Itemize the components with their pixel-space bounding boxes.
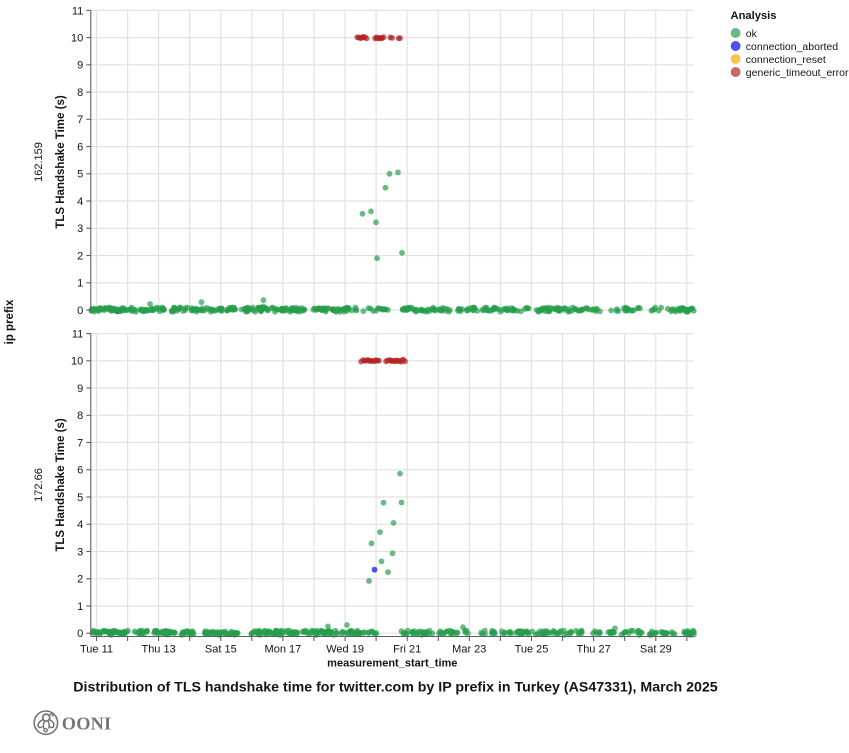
svg-text:11: 11 [72, 329, 83, 341]
svg-text:9: 9 [77, 383, 83, 395]
svg-text:6: 6 [77, 142, 83, 154]
svg-text:8: 8 [77, 87, 83, 99]
svg-text:4: 4 [77, 519, 83, 531]
svg-text:5: 5 [77, 492, 83, 504]
svg-text:Thu 13: Thu 13 [141, 644, 175, 656]
svg-text:3: 3 [77, 546, 83, 558]
svg-text:162.159: 162.159 [33, 142, 45, 182]
svg-text:5: 5 [77, 169, 83, 181]
svg-text:0: 0 [77, 628, 83, 640]
svg-text:4: 4 [77, 196, 83, 208]
svg-text:7: 7 [77, 437, 83, 449]
svg-text:172.66: 172.66 [33, 468, 45, 502]
svg-text:Thu 27: Thu 27 [576, 644, 610, 656]
svg-text:3: 3 [77, 223, 83, 235]
svg-text:9: 9 [77, 60, 83, 72]
svg-text:TLS Handshake Time (s): TLS Handshake Time (s) [55, 418, 67, 552]
svg-text:OONI: OONI [62, 713, 112, 733]
svg-text:10: 10 [71, 356, 83, 368]
svg-text:Distribution of TLS handshake: Distribution of TLS handshake time for t… [73, 680, 717, 696]
svg-text:2: 2 [77, 574, 83, 586]
svg-text:Sat 15: Sat 15 [205, 644, 237, 656]
svg-text:generic_timeout_error: generic_timeout_error [746, 67, 849, 79]
svg-text:Fri 21: Fri 21 [393, 644, 421, 656]
svg-text:1: 1 [77, 278, 83, 290]
svg-text:Analysis: Analysis [731, 10, 777, 22]
svg-text:ok: ok [746, 28, 758, 40]
svg-text:Tue 25: Tue 25 [515, 644, 549, 656]
svg-text:1: 1 [77, 601, 83, 613]
svg-text:0: 0 [77, 305, 83, 317]
svg-text:connection_reset: connection_reset [746, 54, 826, 66]
svg-text:2: 2 [77, 250, 83, 262]
svg-text:ip prefix: ip prefix [4, 299, 16, 344]
svg-text:8: 8 [77, 410, 83, 422]
svg-text:measurement_start_time: measurement_start_time [327, 658, 457, 670]
svg-text:TLS Handshake Time (s): TLS Handshake Time (s) [55, 95, 67, 229]
svg-text:connection_aborted: connection_aborted [746, 41, 838, 53]
svg-text:Mon 17: Mon 17 [265, 644, 302, 656]
svg-text:Wed 19: Wed 19 [326, 644, 364, 656]
svg-text:Mar 23: Mar 23 [452, 644, 486, 656]
svg-text:6: 6 [77, 465, 83, 477]
svg-text:7: 7 [77, 114, 83, 126]
svg-text:10: 10 [71, 33, 83, 45]
svg-text:Tue 11: Tue 11 [80, 644, 113, 656]
svg-text:11: 11 [72, 5, 83, 17]
svg-text:Sat 29: Sat 29 [640, 644, 672, 656]
